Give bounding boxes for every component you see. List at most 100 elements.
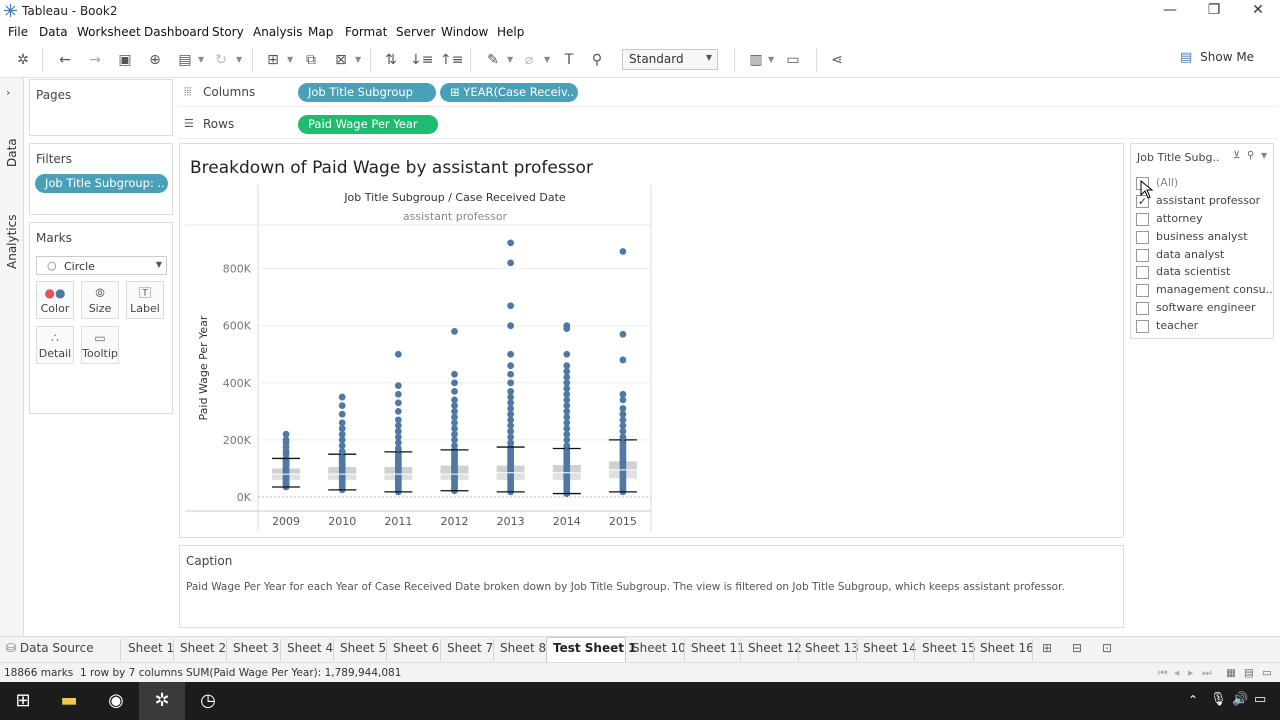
new-dashboard-icon[interactable]: ⊟ <box>1072 641 1083 655</box>
tab-sheet-3[interactable]: Sheet 3 <box>233 641 280 655</box>
new-worksheet-icon[interactable]: ⊞ <box>1042 641 1053 655</box>
recorder-icon[interactable]: ◷ <box>200 690 216 711</box>
duplicate-icon[interactable]: ⧉ <box>306 52 316 68</box>
rows-shelf[interactable]: ☰ Rows Paid Wage Per Year <box>178 111 1278 139</box>
undo-icon[interactable]: ← <box>59 52 71 68</box>
tab-sheet-10[interactable]: Sheet 10 <box>632 641 686 655</box>
file-explorer-icon[interactable]: ▬ <box>60 690 78 711</box>
filter-pill-job-title[interactable]: Job Title Subgroup: .. <box>35 174 168 193</box>
checkbox[interactable] <box>1136 231 1149 244</box>
tab-sheet-4[interactable]: Sheet 4 <box>287 641 334 655</box>
tab-sheet-15[interactable]: Sheet 15 <box>922 641 976 655</box>
redo-icon[interactable]: → <box>89 52 101 68</box>
tabs-view-icon[interactable]: ▭ <box>1262 667 1272 679</box>
save-icon[interactable]: ▣ <box>118 52 132 68</box>
menu-format[interactable]: Format <box>345 25 388 39</box>
color-button[interactable]: ●● Color <box>36 281 74 319</box>
size-button[interactable]: ⦾ Size <box>81 281 119 319</box>
tab-sheet-12[interactable]: Sheet 12 <box>748 641 802 655</box>
detail-button[interactable]: ∴ Detail <box>36 326 74 364</box>
search-icon[interactable]: ⚲ <box>1247 150 1255 161</box>
chrome-icon[interactable]: ◉ <box>108 690 124 711</box>
clear-dropdown-icon[interactable]: ▼ <box>355 55 362 64</box>
menu-server[interactable]: Server <box>396 25 436 39</box>
restore-button[interactable]: ❐ <box>1207 2 1221 18</box>
tab-data-source[interactable]: ⛁ Data Source <box>6 641 94 655</box>
tableau-taskbar-icon[interactable]: ✲ <box>139 682 185 720</box>
fix-axes-icon[interactable]: ⚲ <box>591 52 603 68</box>
checkbox[interactable] <box>1136 320 1149 333</box>
tab-analytics[interactable]: Analytics <box>5 214 19 270</box>
checkbox[interactable] <box>1136 249 1149 262</box>
prev-tab-icon[interactable]: ◂ <box>1174 667 1180 679</box>
microphone-icon[interactable]: 🎙 <box>1210 692 1227 707</box>
tab-sheet-6[interactable]: Sheet 6 <box>393 641 440 655</box>
refresh-dropdown-icon[interactable]: ▼ <box>236 55 243 64</box>
columns-pill-year[interactable]: ⊞ YEAR(Case Receiv.. <box>440 83 578 102</box>
tab-sheet-2[interactable]: Sheet 2 <box>180 641 227 655</box>
highlight-icon[interactable]: ✎ <box>487 52 499 68</box>
expand-pane-icon[interactable]: › <box>6 86 11 99</box>
tab-test-sheet-1[interactable]: Test Sheet 1 <box>553 641 637 655</box>
group-members-icon[interactable]: ⌀ <box>524 52 534 68</box>
mark-type-dropdown[interactable]: ○ Circle ▼ <box>36 256 167 275</box>
volume-icon[interactable]: 🔊 <box>1232 692 1249 707</box>
new-worksheet-icon[interactable]: ⊞ <box>267 52 279 68</box>
tab-data[interactable]: Data <box>5 138 19 167</box>
new-story-icon[interactable]: ⊡ <box>1102 641 1113 655</box>
menu-window[interactable]: Window <box>441 25 489 39</box>
pause-dropdown-icon[interactable]: ▼ <box>198 55 205 64</box>
minimize-button[interactable]: — <box>1163 2 1177 18</box>
close-button[interactable]: ✕ <box>1252 2 1264 18</box>
sort-descending-icon[interactable]: ↑≡ <box>440 52 464 68</box>
new-worksheet-dropdown-icon[interactable]: ▼ <box>287 55 294 64</box>
tableau-home-icon[interactable]: ✲ <box>17 52 29 68</box>
menu-worksheet[interactable]: Worksheet <box>77 25 141 39</box>
tab-sheet-1[interactable]: Sheet 1 <box>128 641 175 655</box>
windows-start-icon[interactable]: ⊞ <box>15 690 31 711</box>
new-data-source-icon[interactable]: ⊕ <box>149 52 161 68</box>
network-icon[interactable]: ▭ <box>1254 692 1267 707</box>
show-me-button[interactable]: ▤ Show Me <box>1180 50 1270 70</box>
group-dropdown-icon[interactable]: ▼ <box>544 55 551 64</box>
tab-sheet-7[interactable]: Sheet 7 <box>447 641 494 655</box>
show-hidden-icons-icon[interactable]: ⌃ <box>1188 693 1199 707</box>
show-mark-labels-icon[interactable]: T <box>564 52 574 68</box>
filmstrip-view-icon[interactable]: ▤ <box>1244 667 1254 679</box>
show-cards-icon[interactable]: ▥ <box>749 52 763 68</box>
presentation-mode-icon[interactable]: ▭ <box>786 52 800 68</box>
label-button[interactable]: 🅃 Label <box>126 281 164 319</box>
menu-data[interactable]: Data <box>39 25 68 39</box>
checkbox-checked[interactable]: ✓ <box>1136 195 1149 208</box>
checkbox[interactable] <box>1136 302 1149 315</box>
columns-pill-job-title[interactable]: Job Title Subgroup <box>298 83 436 102</box>
highlight-dropdown-icon[interactable]: ▼ <box>507 55 514 64</box>
tab-sheet-16[interactable]: Sheet 16 <box>980 641 1034 655</box>
tab-sheet-14[interactable]: Sheet 14 <box>863 641 917 655</box>
chevron-down-icon[interactable]: ▼ <box>1261 151 1268 160</box>
rows-pill-paid-wage[interactable]: Paid Wage Per Year <box>298 115 438 134</box>
grid-view-icon[interactable]: ▦ <box>1226 667 1236 679</box>
tooltip-button[interactable]: ▭ Tooltip <box>81 326 119 364</box>
fit-dropdown[interactable]: Standard ▼ <box>622 49 718 70</box>
pause-updates-icon[interactable]: ▤ <box>178 52 192 68</box>
tab-sheet-8[interactable]: Sheet 8 <box>500 641 547 655</box>
tab-sheet-13[interactable]: Sheet 13 <box>805 641 859 655</box>
menu-analysis[interactable]: Analysis <box>253 25 303 39</box>
checkbox[interactable] <box>1136 266 1149 279</box>
next-tab-icon[interactable]: ▸ <box>1188 667 1194 679</box>
refresh-icon[interactable]: ↻ <box>215 52 227 68</box>
show-cards-dropdown-icon[interactable]: ▼ <box>768 55 775 64</box>
checkbox[interactable] <box>1136 213 1149 226</box>
swap-rows-columns-icon[interactable]: ⇅ <box>385 52 397 68</box>
menu-dashboard[interactable]: Dashboard <box>144 25 210 39</box>
menu-help[interactable]: Help <box>497 25 525 39</box>
columns-shelf[interactable]: ⦙⦙⦙ Columns Job Title Subgroup ⊞ YEAR(Ca… <box>178 79 1278 107</box>
clear-sheet-icon[interactable]: ⊠ <box>335 52 347 68</box>
menu-map[interactable]: Map <box>308 25 334 39</box>
filter-clear-icon[interactable]: ⊻ <box>1233 150 1241 161</box>
first-tab-icon[interactable]: ⏮ <box>1158 667 1168 679</box>
tab-sheet-11[interactable]: Sheet 11 <box>691 641 745 655</box>
last-tab-icon[interactable]: ⏭ <box>1202 667 1212 679</box>
menu-file[interactable]: File <box>8 25 29 39</box>
